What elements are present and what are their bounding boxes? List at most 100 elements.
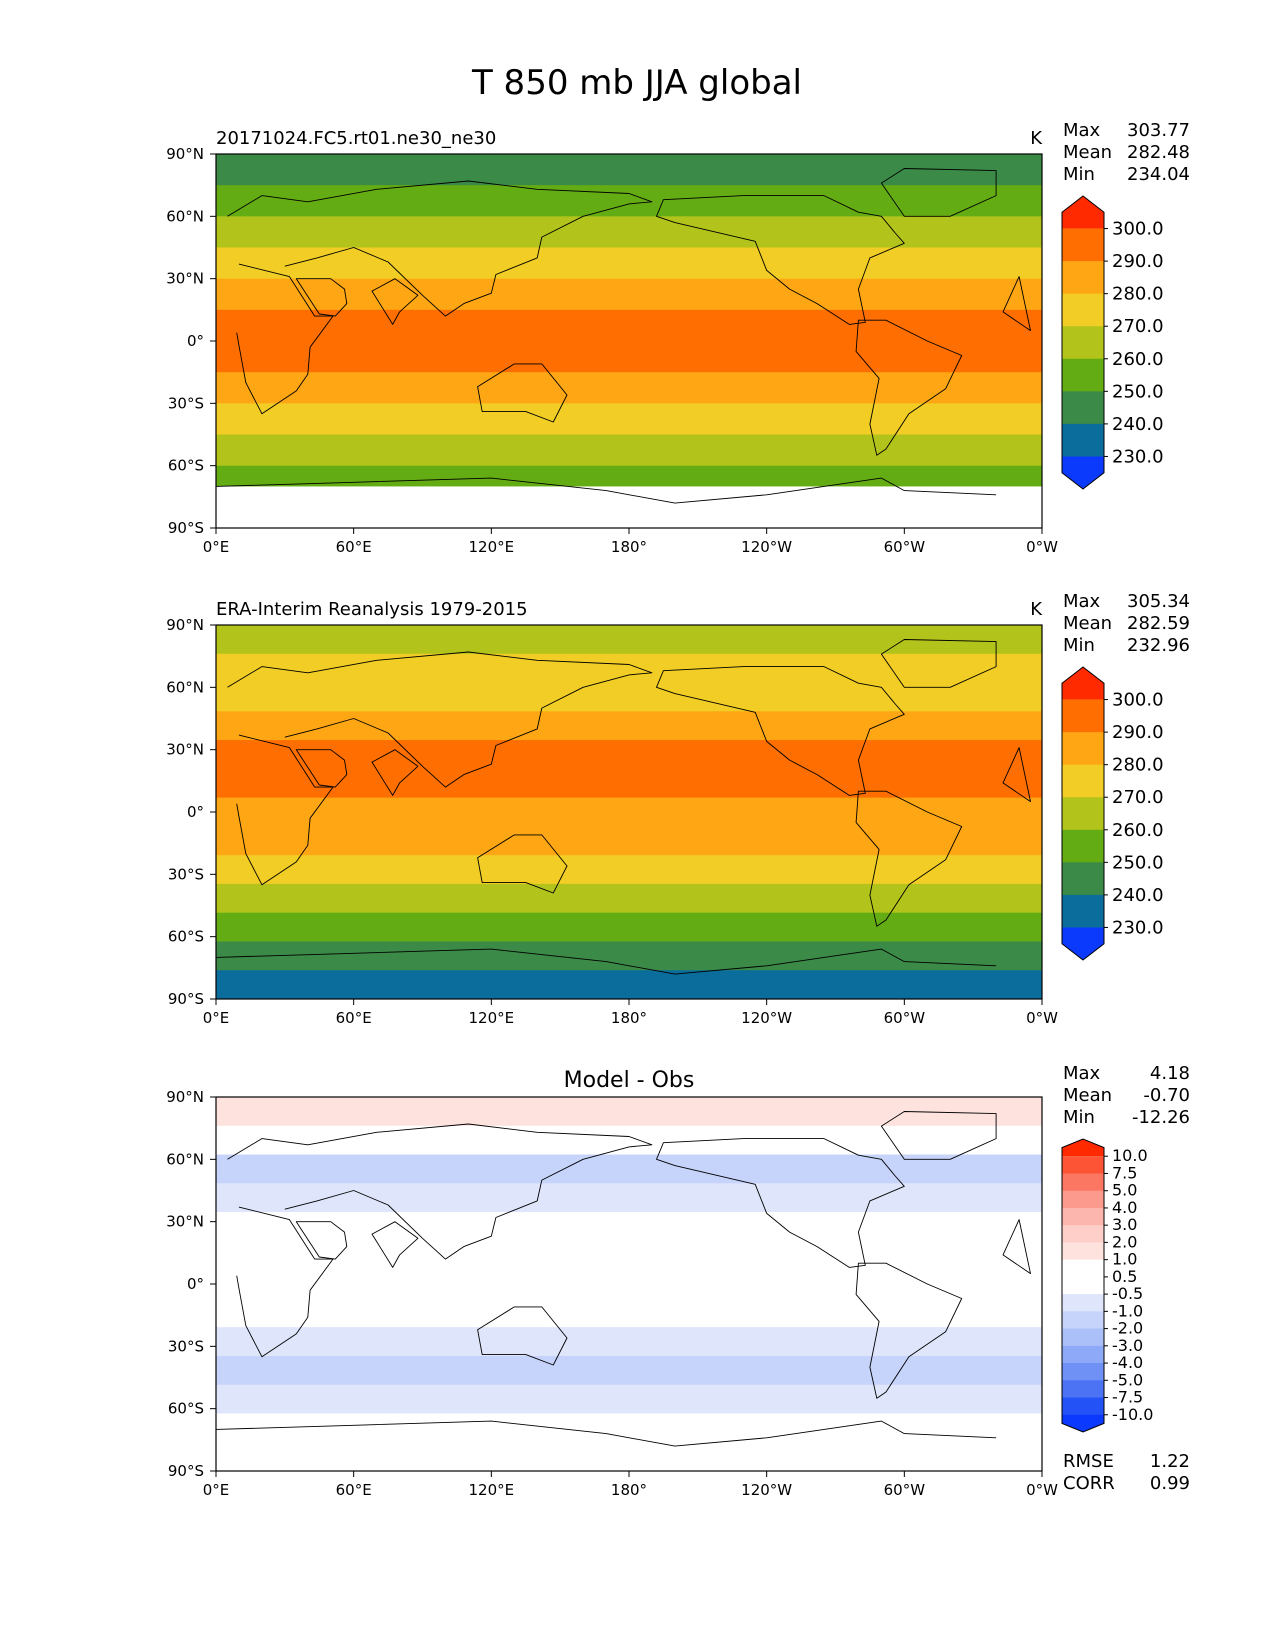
colorbar-segment: [1062, 1328, 1104, 1347]
y-tick-label: 30°N: [166, 270, 204, 288]
colorbar-level-label: -5.0: [1112, 1370, 1143, 1389]
colorbar-segment: [1062, 1363, 1104, 1381]
colorbar-segment: [1062, 1276, 1104, 1295]
field-band: [216, 1327, 1042, 1357]
coastline-path: [227, 651, 653, 788]
metric-value: 0.99: [1150, 1473, 1190, 1494]
stat-value: 234.04: [1127, 164, 1190, 185]
y-tick-label: 30°N: [166, 1213, 204, 1231]
coastline-path: [216, 1420, 997, 1471]
colorbar-segment: [1062, 293, 1104, 327]
colorbar-segment: [1062, 797, 1104, 831]
chart-panel-difference: 0°E 60°E 120°E 180° 120°W 60°W 0°W 90°N 60°N 30°N…: [166, 1063, 1190, 1499]
colorbar-level-label: 290.0: [1112, 722, 1164, 743]
x-tick-label: 120°W: [741, 1009, 792, 1027]
stat-label: Min: [1063, 1107, 1095, 1128]
field-band: [216, 1413, 1042, 1443]
field-band: [216, 309, 1042, 342]
x-tick-label: 120°W: [741, 538, 792, 556]
colorbar-level-label: -4.0: [1112, 1353, 1143, 1372]
panel-title: 20171024.FC5.rt01.ne30_ne30: [216, 128, 496, 149]
colorbar-level-label: 280.0: [1112, 284, 1164, 305]
colorbar-segment: [1062, 1190, 1104, 1209]
colorbar-segment: [1062, 456, 1104, 489]
stat-label: Mean: [1063, 613, 1112, 634]
missing-data-region: [216, 486, 1042, 528]
y-tick-label: 60°S: [168, 457, 204, 475]
colorbar-segment: [1062, 862, 1104, 896]
y-tick-label: 30°S: [168, 394, 204, 412]
y-tick-label: 0°: [187, 1275, 204, 1293]
colorbar-level-label: -3.0: [1112, 1336, 1143, 1355]
colorbar-segment: [1062, 894, 1104, 928]
y-tick-label: 90°S: [168, 519, 204, 537]
x-tick-label: 120°W: [741, 1481, 792, 1499]
coastline-path: [855, 790, 963, 927]
x-tick-label: 120°E: [469, 1009, 515, 1027]
y-tick-label: 60°N: [166, 207, 204, 225]
field-band: [216, 1183, 1042, 1213]
field-band: [216, 855, 1042, 885]
y-tick-label: 30°S: [168, 865, 204, 883]
stat-label: Max: [1063, 1063, 1101, 1084]
colorbar-level-label: -0.5: [1112, 1284, 1143, 1303]
coastline-path: [216, 477, 997, 528]
field-band: [216, 653, 1042, 684]
y-tick-label: 30°S: [168, 1337, 204, 1355]
coastline-path: [656, 666, 905, 796]
colorbar-segment: [1062, 1156, 1104, 1174]
field-band: [216, 341, 1042, 373]
field-band: [216, 403, 1042, 436]
panel-title: ERA-Interim Reanalysis 1979-2015: [216, 599, 528, 620]
x-tick-label: 0°E: [203, 1009, 230, 1027]
field-band: [216, 768, 1042, 799]
colorbar-level-label: 5.0: [1112, 1181, 1137, 1200]
y-tick-label: 0°: [187, 332, 204, 350]
colorbar-level-label: 4.0: [1112, 1198, 1137, 1217]
coastline-path: [656, 195, 905, 325]
coastline-path: [236, 1206, 1031, 1358]
stat-label: Mean: [1063, 1085, 1112, 1106]
field-band: [216, 278, 1042, 311]
panel-title: Model - Obs: [564, 1068, 695, 1093]
x-tick-label: 60°W: [884, 1481, 926, 1499]
colorbar-segment: [1062, 829, 1104, 863]
colorbar-level-label: 7.5: [1112, 1163, 1137, 1182]
colorbar-segment: [1062, 1311, 1104, 1330]
colorbar-level-label: 270.0: [1112, 787, 1164, 808]
colorbar-segment: [1062, 1173, 1104, 1192]
colorbar-segment: [1062, 358, 1104, 392]
coastlines: [216, 639, 1031, 999]
colorbar-level-label: 230.0: [1112, 917, 1164, 938]
x-tick-label: 0°E: [203, 1481, 230, 1499]
metric-value: 1.22: [1150, 1451, 1190, 1472]
coastline-path: [880, 168, 997, 217]
field-band: [216, 154, 1042, 186]
colorbar-level-label: 280.0: [1112, 755, 1164, 776]
colorbar-level-label: 250.0: [1112, 852, 1164, 873]
metric-label: RMSE: [1063, 1451, 1114, 1472]
colorbar-segment: [1062, 667, 1104, 700]
stat-value: -0.70: [1143, 1085, 1190, 1106]
colorbar-segment: [1062, 1345, 1104, 1364]
colorbar-segment: [1062, 1380, 1104, 1399]
colorbar: 300.0 290.0 280.0 270.0 260.0 250.0 240.0 230.0: [1061, 195, 1164, 490]
x-tick-label: 120°E: [469, 538, 515, 556]
colorbar-segment: [1062, 1259, 1104, 1278]
field-band: [216, 740, 1042, 770]
coastlines: [216, 1111, 1031, 1471]
y-tick-label: 60°S: [168, 1400, 204, 1418]
y-tick-label: 90°S: [168, 1462, 204, 1480]
colorbar-level-label: 1.0: [1112, 1250, 1137, 1269]
field-band: [216, 1240, 1042, 1271]
coastline-path: [477, 834, 568, 894]
colorbar-level-label: 260.0: [1112, 820, 1164, 841]
colorbar-level-label: 0.5: [1112, 1267, 1137, 1286]
field-band: [216, 1298, 1042, 1328]
colorbar-segment: [1062, 1242, 1104, 1261]
x-tick-label: 180°: [611, 1481, 647, 1499]
coastline-path: [295, 278, 348, 317]
colorbar-level-label: 2.0: [1112, 1232, 1137, 1251]
x-tick-label: 0°W: [1026, 538, 1058, 556]
field-band: [216, 826, 1042, 856]
